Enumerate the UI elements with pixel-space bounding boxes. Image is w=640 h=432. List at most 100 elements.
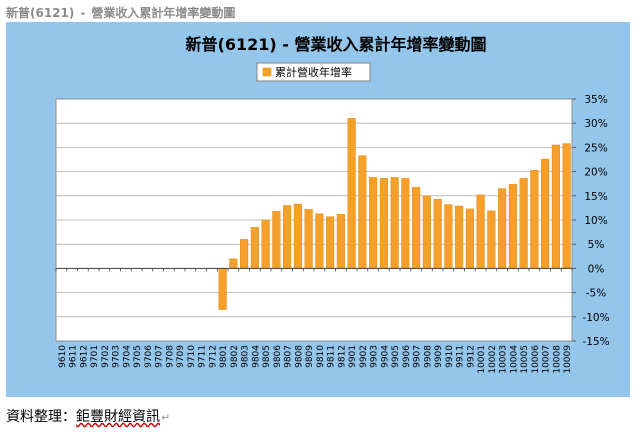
x-tick-label: 9904 (380, 345, 390, 368)
bar (229, 258, 238, 269)
bar (465, 208, 474, 269)
bar (283, 205, 292, 269)
bar (541, 158, 550, 269)
bar (562, 143, 571, 269)
x-tick-label: 9908 (423, 345, 433, 368)
x-tick-label: 9709 (176, 345, 186, 368)
page-heading: 新普(6121) - 營業收入累計年增率變動圖 (6, 4, 235, 21)
x-tick-label: 9809 (305, 345, 315, 368)
bar (422, 195, 431, 269)
x-tick-label: 9806 (273, 345, 283, 368)
x-tick-label: 9902 (359, 345, 369, 368)
x-tick-label: 10006 (531, 345, 541, 374)
y-tick-label: 5% (588, 239, 605, 251)
x-tick-label: 9912 (466, 345, 476, 368)
bar (293, 203, 302, 269)
x-tick-label: 9704 (122, 345, 132, 368)
y-tick-label: 10% (584, 215, 607, 227)
x-tick-label: 9903 (370, 345, 380, 368)
chart-frame: 新普(6121) - 營業收入累計年增率變動圖累計營收年增率 -15% -10% -5… (6, 22, 630, 397)
y-tick-label: 0% (588, 263, 605, 275)
bar (444, 204, 453, 269)
bar (519, 178, 528, 269)
x-tick-label: 9712 (208, 345, 218, 368)
bar (369, 177, 378, 269)
y-tick-label: 20% (584, 167, 607, 179)
heading-title: 營業收入累計年增率變動圖 (91, 6, 236, 20)
bar (455, 205, 464, 269)
bar (358, 155, 367, 269)
x-tick-label: 9801 (219, 345, 229, 368)
x-tick-label: 10004 (509, 345, 519, 374)
x-tick-label: 9905 (391, 345, 401, 368)
y-tick-label: 30% (584, 118, 607, 130)
x-tick-label: 9805 (262, 345, 272, 368)
y-tick-label: 25% (584, 142, 607, 154)
bar (390, 177, 399, 269)
x-tick-label: 10007 (542, 345, 552, 374)
legend-label: 累計營收年增率 (275, 65, 352, 79)
x-tick-label: 9703 (112, 345, 122, 368)
y-tick-label: -5% (586, 288, 606, 300)
x-tick-label: 9901 (348, 345, 358, 368)
bar (508, 183, 517, 269)
bar (433, 198, 442, 269)
bar (315, 213, 324, 269)
legend-box (256, 62, 371, 82)
x-tick-label: 9804 (251, 345, 261, 368)
x-tick-label: 9710 (187, 345, 197, 368)
bar (326, 216, 335, 269)
x-tick-label: 9611 (69, 345, 79, 368)
paragraph-return-icon: ↵ (161, 411, 171, 424)
x-tick-label: 9701 (90, 345, 100, 368)
chart-title: 新普(6121) - 營業收入累計年增率變動圖 (186, 35, 487, 54)
x-tick-label: 9911 (456, 345, 466, 368)
x-tick-label: 9907 (413, 345, 423, 368)
x-tick-label: 9808 (294, 345, 304, 368)
x-tick-label: 9610 (58, 345, 68, 368)
legend-swatch (262, 67, 272, 77)
y-tick-label: -15% (582, 336, 609, 348)
x-tick-label: 10005 (520, 345, 530, 374)
bar (476, 194, 485, 269)
x-tick-label: 9909 (434, 345, 444, 368)
x-tick-label: 10009 (563, 345, 573, 374)
source-note: 資料整理：鉅豐財經資訊↵ (6, 406, 170, 426)
source-company: 鉅豐財經資訊 (76, 409, 160, 425)
x-tick-label: 9706 (144, 345, 154, 368)
x-tick-label: 9802 (230, 345, 240, 368)
bar (272, 211, 281, 269)
bar (401, 178, 410, 269)
x-tick-label: 9910 (445, 345, 455, 368)
x-tick-label: 10008 (552, 345, 562, 374)
bar (261, 219, 270, 269)
bar (250, 227, 259, 269)
bar (379, 178, 388, 269)
x-tick-label: 9906 (402, 345, 412, 368)
bar (530, 169, 539, 269)
x-tick-label: 9711 (198, 345, 208, 368)
bar (347, 118, 356, 269)
y-tick-label: 35% (584, 94, 607, 106)
x-tick-label: 9707 (155, 345, 165, 368)
bar (240, 239, 249, 269)
bar (412, 186, 421, 269)
bar (487, 210, 496, 269)
x-tick-label: 9705 (133, 345, 143, 368)
y-tick-label: -10% (582, 312, 609, 324)
bar (304, 209, 313, 269)
x-tick-label: 9810 (316, 345, 326, 368)
x-tick-label: 9612 (79, 345, 89, 368)
y-tick-label: 15% (584, 191, 607, 203)
bar (336, 213, 345, 269)
x-tick-label: 9702 (101, 345, 111, 368)
bar (498, 188, 507, 269)
x-tick-label: 10003 (499, 345, 509, 374)
x-tick-label: 9807 (284, 345, 294, 368)
source-label: 資料整理： (6, 409, 76, 425)
x-tick-label: 9708 (165, 345, 175, 368)
bar (218, 268, 227, 310)
x-tick-label: 10002 (488, 345, 498, 374)
heading-separator: - (80, 6, 86, 20)
x-tick-label: 9803 (241, 345, 251, 368)
